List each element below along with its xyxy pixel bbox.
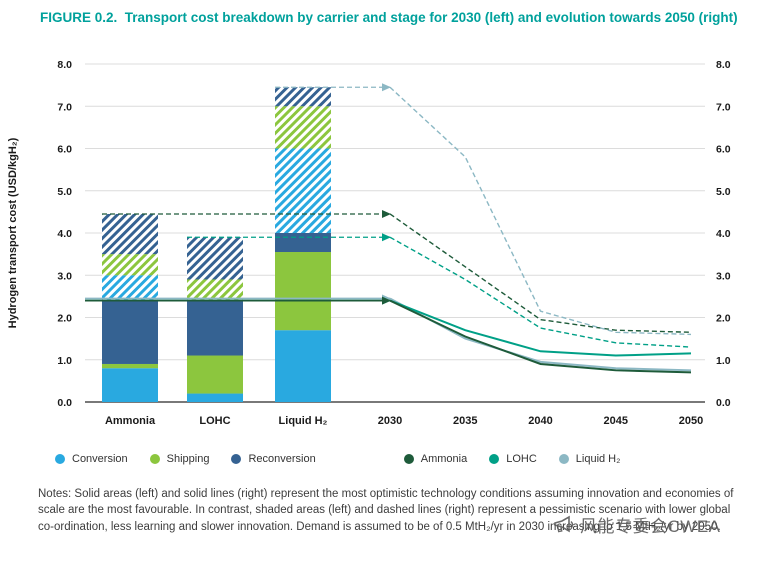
y-tick-left: 8.0: [57, 59, 72, 71]
figure-notes: Notes: Solid areas (left) and solid line…: [38, 488, 734, 533]
x-axis-labels: Ammonia LOHC Liquid H₂ 2030 2035 2040 2045 2050: [105, 415, 703, 427]
y-tick-right: 4.0: [716, 228, 731, 240]
arrowhead-lohc-pessimistic: [382, 233, 391, 242]
x-label-liquid-h: Liquid H₂: [279, 415, 328, 427]
legend-dot: [558, 454, 569, 464]
bar-segment-ammonia-conversion-hatched: [102, 275, 158, 301]
bar-segment-lohc-shipping-solid: [187, 355, 243, 394]
y-axis-title: Hydrogen transport cost (USD/kgH₂): [7, 137, 19, 328]
x-label-2045: 2045: [604, 415, 628, 427]
line-ammonia-optimistic: [389, 299, 692, 374]
line-liquid-h-pessimistic: [389, 86, 692, 336]
legend-item-reconversion: Reconversion: [231, 453, 316, 465]
bar-segment-ammonia-shipping-hatched: [102, 254, 158, 276]
y-tick-left: 1.0: [57, 355, 72, 367]
x-label-2050: 2050: [679, 415, 703, 427]
bar-segment-liquid-h-shipping-solid: [275, 252, 331, 331]
stacked-bars: [102, 87, 331, 402]
guide-lines: [85, 83, 391, 305]
line-lohc-optimistic: [389, 299, 692, 357]
y-tick-left: 3.0: [57, 270, 72, 282]
legend-dot: [403, 454, 414, 464]
y-tick-right: 0.0: [716, 397, 731, 409]
y-tick-left: 5.0: [57, 186, 72, 198]
bar-segment-ammonia-reconversion-hatched: [102, 213, 158, 255]
watermark: 风能专委会CWEA: [552, 512, 721, 537]
legend-label: Shipping: [166, 453, 210, 465]
x-label-lohc: LOHC: [199, 415, 230, 427]
y-tick-right: 2.0: [716, 313, 731, 325]
figure-title: FIGURE 0.2. Transport cost breakdown by …: [40, 10, 738, 25]
bar-segment-ammonia-reconversion-solid: [102, 300, 158, 364]
legend-label: Conversion: [72, 453, 128, 465]
x-label-2035: 2035: [453, 415, 477, 427]
bar-segment-liquid-h-conversion-solid: [275, 330, 331, 402]
y-tick-left: 4.0: [57, 228, 72, 240]
legend-item-shipping: Shipping: [149, 453, 210, 465]
legend-label: LOHC: [506, 453, 537, 465]
y-tick-left: 2.0: [57, 313, 72, 325]
x-label-2040: 2040: [528, 415, 552, 427]
megaphone-icon: [554, 515, 574, 532]
x-label-ammonia: Ammonia: [105, 415, 156, 427]
y-tick-right: 1.0: [716, 355, 731, 367]
arrowhead-ammonia-optimistic: [382, 296, 391, 305]
bar-segment-liquid-h-conversion-hatched: [275, 148, 331, 233]
legend-dot: [489, 454, 500, 464]
y-tick-right: 5.0: [716, 186, 731, 198]
grid-and-axes: 0.0 0.0 1.0 1.0 2.0 2.0 3.0 3.0 4.0 4.0 5.0 5.0 6.0 6…: [7, 59, 731, 409]
bar-segment-lohc-shipping-hatched: [187, 279, 243, 301]
bar-segment-lohc-conversion-solid: [187, 393, 243, 402]
legend-group-stages: Conversion Shipping Reconversion: [55, 453, 316, 465]
legend-label: Liquid H₂: [575, 453, 621, 465]
legend-dot: [149, 454, 160, 464]
evolution-lines: [389, 86, 692, 374]
chart-canvas: 0.0 0.0 1.0 1.0 2.0 2.0 3.0 3.0 4.0 4.0 5.0 5.0 6.0 6…: [7, 59, 731, 427]
line-lohc-pessimistic: [389, 236, 692, 348]
legend-label: Ammonia: [420, 453, 468, 465]
legend-item-ammonia: Ammonia: [403, 453, 468, 465]
y-tick-right: 3.0: [716, 270, 731, 282]
legend-item-conversion: Conversion: [55, 453, 128, 465]
x-label-2030: 2030: [378, 415, 402, 427]
transport-cost-chart: 0.0 0.0 1.0 1.0 2.0 2.0 3.0 3.0 4.0 4.0 5.0 5.0 6.0 6…: [0, 50, 775, 442]
legend-label: Reconversion: [248, 453, 316, 465]
arrowhead-liquid-h-pessimistic: [382, 83, 391, 92]
chart-legend: Conversion Shipping Reconversion Ammonia LO…: [0, 448, 775, 470]
y-tick-right: 6.0: [716, 144, 731, 156]
watermark-text: 风能专委会CWEA: [580, 517, 721, 536]
legend-dot: [55, 454, 65, 464]
legend-item-liquid-h: Liquid H₂: [558, 453, 621, 465]
bar-segment-liquid-h-shipping-hatched: [275, 106, 331, 149]
bar-segment-liquid-h-reconversion-solid: [275, 233, 331, 253]
bar-segment-ammonia-shipping-solid: [102, 363, 158, 369]
legend-dot: [231, 454, 242, 464]
y-tick-right: 7.0: [716, 101, 731, 113]
arrowhead-ammonia-pessimistic: [382, 209, 391, 218]
line-ammonia-pessimistic: [389, 213, 692, 333]
bar-segment-lohc-reconversion-solid: [187, 300, 243, 356]
legend-group-carriers: Ammonia LOHC Liquid H₂: [403, 453, 621, 465]
y-tick-left: 6.0: [57, 144, 72, 156]
legend-item-lohc: LOHC: [489, 453, 537, 465]
bar-segment-ammonia-conversion-solid: [102, 368, 158, 402]
bar-segment-lohc-reconversion-hatched: [187, 237, 243, 280]
y-tick-right: 8.0: [716, 59, 731, 71]
y-tick-left: 0.0: [57, 397, 72, 409]
bar-segment-liquid-h-reconversion-hatched: [275, 87, 331, 107]
y-tick-left: 7.0: [57, 101, 72, 113]
